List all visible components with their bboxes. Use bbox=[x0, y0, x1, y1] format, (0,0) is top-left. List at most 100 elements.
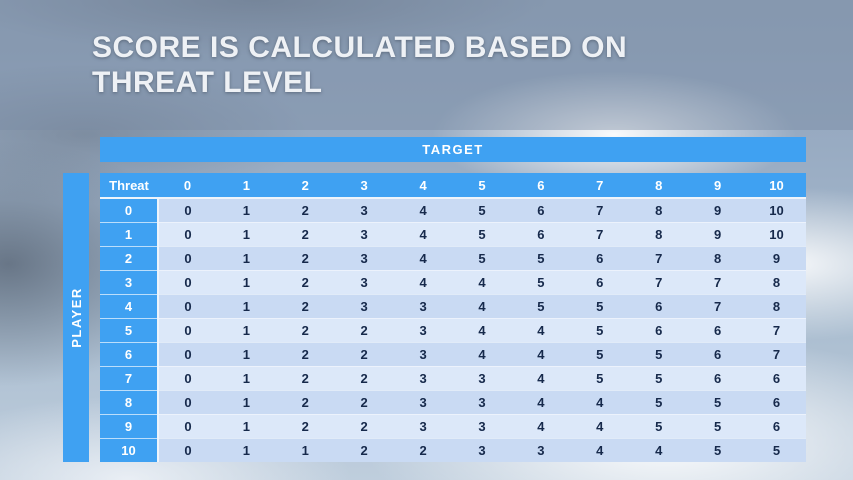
row-header: 3 bbox=[100, 269, 159, 294]
score-cell: 3 bbox=[393, 293, 453, 318]
score-cell: 5 bbox=[570, 293, 630, 318]
score-cell: 4 bbox=[452, 293, 512, 318]
score-cell: 3 bbox=[393, 365, 453, 390]
score-cell: 2 bbox=[275, 341, 335, 366]
column-header: 2 bbox=[275, 173, 335, 199]
column-header: 9 bbox=[688, 173, 748, 199]
score-cell: 2 bbox=[275, 389, 335, 414]
score-cell: 5 bbox=[570, 341, 630, 366]
score-cell: 3 bbox=[511, 437, 571, 462]
score-cell: 0 bbox=[158, 413, 217, 438]
score-cell: 5 bbox=[629, 365, 689, 390]
column-header: 6 bbox=[511, 173, 571, 199]
score-cell: 6 bbox=[629, 317, 689, 342]
title-band bbox=[0, 0, 853, 130]
score-cell: 3 bbox=[452, 413, 512, 438]
score-cell: 7 bbox=[747, 317, 806, 342]
score-cell: 1 bbox=[216, 389, 276, 414]
table-row: 1 0 1 2 3 4 5 6 7 8 9 10 bbox=[100, 221, 806, 246]
score-cell: 9 bbox=[747, 245, 806, 270]
score-cell: 2 bbox=[334, 437, 394, 462]
row-header: 9 bbox=[100, 413, 159, 438]
row-header: 0 bbox=[100, 197, 159, 222]
score-cell: 5 bbox=[747, 437, 806, 462]
score-cell: 3 bbox=[393, 389, 453, 414]
score-cell: 0 bbox=[158, 389, 217, 414]
score-cell: 4 bbox=[393, 197, 453, 222]
score-cell: 7 bbox=[570, 221, 630, 246]
score-cell: 2 bbox=[275, 317, 335, 342]
score-cell: 3 bbox=[452, 365, 512, 390]
score-cell: 6 bbox=[511, 197, 571, 222]
row-header: 1 bbox=[100, 221, 159, 246]
score-cell: 0 bbox=[158, 269, 217, 294]
score-cell: 6 bbox=[688, 365, 748, 390]
score-cell: 8 bbox=[629, 221, 689, 246]
score-cell: 0 bbox=[158, 365, 217, 390]
page-title: SCORE IS CALCULATED BASED ON THREAT LEVE… bbox=[92, 30, 627, 100]
score-cell: 5 bbox=[570, 365, 630, 390]
player-axis-header: PLAYER bbox=[63, 173, 89, 462]
score-cell: 5 bbox=[511, 269, 571, 294]
score-cell: 7 bbox=[747, 341, 806, 366]
score-cell: 3 bbox=[393, 317, 453, 342]
score-cell: 7 bbox=[688, 269, 748, 294]
score-cell: 1 bbox=[216, 317, 276, 342]
score-cell: 2 bbox=[334, 413, 394, 438]
score-cell: 4 bbox=[393, 269, 453, 294]
score-cell: 1 bbox=[216, 341, 276, 366]
score-cell: 6 bbox=[511, 221, 571, 246]
score-cell: 4 bbox=[452, 317, 512, 342]
score-cell: 6 bbox=[688, 317, 748, 342]
score-cell: 1 bbox=[275, 437, 335, 462]
score-cell: 1 bbox=[216, 413, 276, 438]
table-row: 10 0 1 1 2 2 3 3 4 4 5 5 bbox=[100, 437, 806, 462]
score-cell: 4 bbox=[511, 365, 571, 390]
column-header: 5 bbox=[452, 173, 512, 199]
score-cell: 7 bbox=[570, 197, 630, 222]
score-cell: 1 bbox=[216, 437, 276, 462]
column-header: 7 bbox=[570, 173, 630, 199]
score-cell: 7 bbox=[629, 245, 689, 270]
score-cell: 1 bbox=[216, 269, 276, 294]
page-title-line-2: THREAT LEVEL bbox=[92, 66, 323, 100]
row-header: 7 bbox=[100, 365, 159, 390]
score-cell: 5 bbox=[629, 389, 689, 414]
score-cell: 6 bbox=[747, 413, 806, 438]
score-cell: 2 bbox=[275, 221, 335, 246]
score-cell: 1 bbox=[216, 221, 276, 246]
score-cell: 5 bbox=[452, 245, 512, 270]
score-cell: 7 bbox=[629, 269, 689, 294]
score-cell: 0 bbox=[158, 221, 217, 246]
score-cell: 2 bbox=[393, 437, 453, 462]
score-cell: 1 bbox=[216, 245, 276, 270]
score-cell: 4 bbox=[511, 389, 571, 414]
score-cell: 3 bbox=[334, 221, 394, 246]
page-title-line-1: SCORE IS CALCULATED BASED ON bbox=[92, 31, 628, 64]
score-cell: 6 bbox=[688, 341, 748, 366]
score-cell: 5 bbox=[511, 293, 571, 318]
score-cell: 4 bbox=[511, 317, 571, 342]
score-cell: 0 bbox=[158, 437, 217, 462]
row-header: 2 bbox=[100, 245, 159, 270]
column-header: 3 bbox=[334, 173, 394, 199]
score-cell: 6 bbox=[747, 389, 806, 414]
score-cell: 3 bbox=[334, 197, 394, 222]
row-header: 4 bbox=[100, 293, 159, 318]
score-cell: 5 bbox=[688, 389, 748, 414]
score-cell: 3 bbox=[393, 341, 453, 366]
score-cell: 2 bbox=[334, 341, 394, 366]
score-cell: 8 bbox=[747, 269, 806, 294]
score-cell: 0 bbox=[158, 341, 217, 366]
score-cell: 3 bbox=[452, 437, 512, 462]
score-cell: 3 bbox=[393, 413, 453, 438]
score-cell: 4 bbox=[452, 341, 512, 366]
score-cell: 5 bbox=[688, 413, 748, 438]
score-cell: 6 bbox=[570, 245, 630, 270]
corner-header-threat: Threat bbox=[100, 173, 158, 199]
